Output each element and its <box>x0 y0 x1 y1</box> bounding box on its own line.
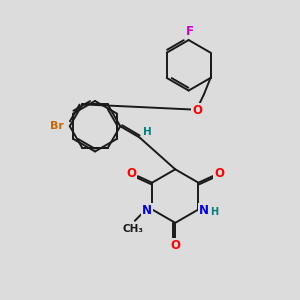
Text: N: N <box>199 203 209 217</box>
Text: O: O <box>214 167 224 180</box>
Text: O: O <box>170 238 180 252</box>
Text: O: O <box>126 167 136 180</box>
Text: N: N <box>142 203 152 217</box>
Text: Br: Br <box>50 121 64 131</box>
Text: CH₃: CH₃ <box>123 224 144 234</box>
Text: H: H <box>210 207 218 217</box>
Text: O: O <box>192 104 202 117</box>
Text: H: H <box>143 127 152 136</box>
Text: F: F <box>186 25 194 38</box>
